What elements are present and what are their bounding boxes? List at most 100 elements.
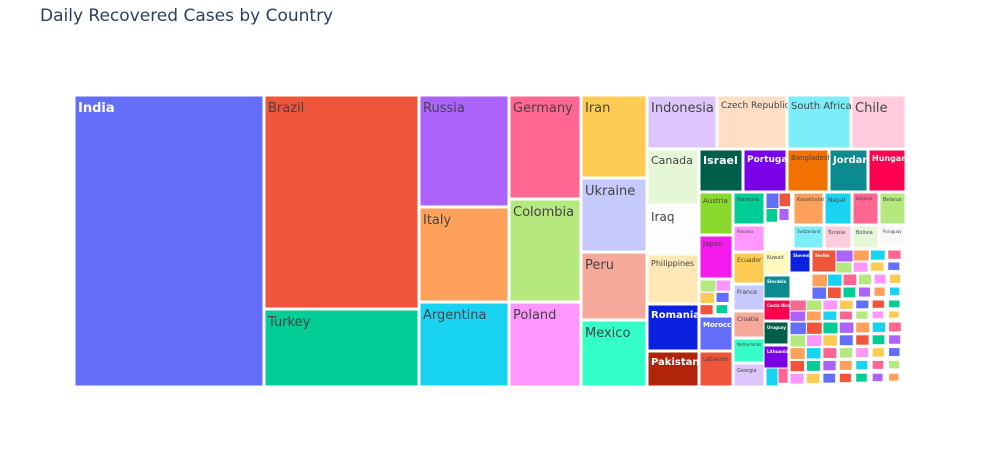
treemap-tile-minor[interactable] (811, 286, 828, 300)
treemap-tile-chile[interactable] (851, 95, 906, 149)
treemap-tile-minor[interactable] (811, 273, 828, 288)
treemap-tile-minor[interactable] (871, 299, 885, 309)
treemap-tile-minor[interactable] (888, 299, 901, 309)
treemap-tile-minor[interactable] (822, 299, 839, 311)
treemap-tile-minor[interactable] (889, 286, 901, 297)
treemap-tile-minor[interactable] (777, 367, 789, 384)
treemap-tile-mexico[interactable] (581, 320, 647, 387)
treemap-tile-italy[interactable] (419, 207, 509, 302)
treemap-tile-minor[interactable] (889, 273, 902, 284)
treemap-tile-minor[interactable] (765, 367, 779, 387)
treemap-tile-canada[interactable] (647, 149, 699, 205)
treemap-tile-israel[interactable] (699, 149, 743, 192)
treemap-tile-minor[interactable] (871, 321, 886, 333)
treemap-tile-south-africa[interactable] (787, 95, 851, 149)
treemap-tile-kazakhstan[interactable] (793, 192, 824, 225)
treemap-tile-minor[interactable] (835, 261, 853, 274)
treemap-tile-minor[interactable] (699, 304, 714, 316)
treemap-tile-ecuador[interactable] (733, 252, 765, 284)
treemap-tile-minor[interactable] (805, 359, 821, 372)
treemap-tile-minor[interactable] (871, 310, 885, 320)
treemap-tile-indonesia[interactable] (647, 95, 717, 149)
treemap-tile-switzerland[interactable] (793, 225, 824, 249)
treemap-tile-france[interactable] (733, 284, 765, 311)
treemap-tile-minor[interactable] (838, 299, 854, 310)
treemap-tile-minor[interactable] (805, 334, 823, 348)
treemap-tile-minor[interactable] (888, 359, 900, 370)
treemap-tile-serbia[interactable] (811, 249, 837, 273)
treemap-tile-minor[interactable] (855, 310, 869, 320)
treemap-tile-minor[interactable] (805, 299, 823, 311)
treemap-tile-minor[interactable] (871, 334, 886, 346)
treemap-tile-minor[interactable] (789, 321, 807, 336)
treemap-tile-minor[interactable] (838, 321, 855, 334)
treemap-tile-czech-republic[interactable] (717, 95, 787, 149)
treemap-tile-iran[interactable] (581, 95, 647, 178)
treemap-tile-minor[interactable] (789, 310, 807, 322)
treemap-tile-minor[interactable] (699, 291, 716, 305)
treemap-tile-georgia[interactable] (733, 363, 765, 387)
treemap-tile-minor[interactable] (838, 359, 853, 371)
treemap-tile-lebanon[interactable] (699, 351, 733, 387)
treemap-tile-minor[interactable] (789, 347, 806, 360)
treemap-tile-minor[interactable] (852, 249, 870, 262)
treemap-tile-minor[interactable] (805, 372, 821, 385)
treemap-tile-paraguay[interactable] (879, 225, 906, 247)
treemap-tile-jordan[interactable] (829, 149, 868, 192)
treemap-tile-minor[interactable] (765, 208, 779, 223)
treemap-tile-lithuania[interactable] (763, 345, 789, 369)
treemap-tile-minor[interactable] (822, 372, 837, 384)
treemap-tile-minor[interactable] (789, 299, 807, 312)
treemap-tile-slovenia[interactable] (789, 249, 811, 273)
treemap-tile-brazil[interactable] (264, 95, 419, 309)
treemap-tile-minor[interactable] (838, 347, 854, 359)
treemap-tile-tunisia[interactable] (824, 225, 852, 249)
treemap-tile-minor[interactable] (852, 261, 869, 273)
treemap-tile-india[interactable] (74, 95, 264, 387)
treemap-tile-minor[interactable] (827, 286, 842, 300)
treemap-tile-minor[interactable] (822, 321, 839, 335)
treemap-tile-minor[interactable] (855, 372, 868, 383)
treemap-tile-minor[interactable] (873, 286, 886, 297)
treemap-tile-minor[interactable] (789, 334, 807, 348)
treemap-tile-minor[interactable] (822, 347, 838, 359)
treemap-tile-minor[interactable] (887, 261, 901, 271)
treemap-tile-bolivia[interactable] (852, 225, 879, 249)
treemap-tile-belgium[interactable] (852, 192, 879, 225)
treemap-tile-poland[interactable] (509, 302, 581, 387)
treemap-tile-romania[interactable] (647, 304, 699, 351)
treemap-tile-minor[interactable] (888, 310, 900, 319)
treemap-tile-pakistan[interactable] (647, 351, 699, 387)
treemap-tile-minor[interactable] (855, 334, 870, 346)
treemap-tile-philippines[interactable] (647, 254, 699, 304)
treemap-tile-minor[interactable] (822, 334, 838, 347)
treemap-tile-minor[interactable] (827, 273, 843, 287)
treemap-tile-russia[interactable] (419, 95, 509, 207)
treemap-tile-minor[interactable] (838, 334, 854, 347)
treemap-tile-minor[interactable] (873, 273, 887, 285)
treemap-tile-minor[interactable] (805, 347, 822, 360)
treemap-tile-argentina[interactable] (419, 302, 509, 387)
treemap-tile-colombia[interactable] (509, 199, 581, 302)
treemap-tile-minor[interactable] (855, 299, 870, 310)
treemap-tile-minor[interactable] (858, 286, 872, 298)
treemap-tile-uruguay[interactable] (763, 321, 789, 345)
treemap-tile-germany[interactable] (509, 95, 581, 199)
treemap-tile-minor[interactable] (855, 321, 871, 334)
treemap-tile-minor[interactable] (765, 192, 780, 209)
treemap-tile-minor[interactable] (838, 310, 853, 321)
treemap-tile-malaysia[interactable] (733, 192, 765, 225)
treemap-tile-minor[interactable] (715, 304, 729, 315)
treemap-tile-panama[interactable] (733, 225, 765, 252)
treemap-tile-minor[interactable] (778, 208, 790, 222)
treemap-tile-minor[interactable] (778, 192, 792, 208)
treemap-tile-minor[interactable] (838, 372, 852, 384)
treemap-tile-minor[interactable] (871, 347, 885, 358)
treemap-tile-turkey[interactable] (264, 309, 419, 387)
treemap-tile-minor[interactable] (858, 273, 872, 286)
treemap-tile-minor[interactable] (842, 273, 858, 287)
treemap-tile-portugal[interactable] (743, 149, 787, 192)
treemap-tile-morocco[interactable] (699, 316, 733, 351)
treemap-tile-nepal[interactable] (824, 192, 852, 225)
treemap-tile-japan[interactable] (699, 235, 733, 279)
